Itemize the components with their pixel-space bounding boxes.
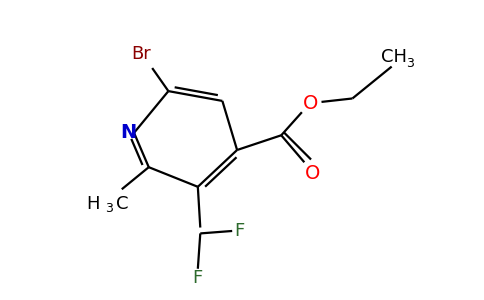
Text: 3: 3: [105, 202, 112, 215]
Text: H: H: [86, 195, 100, 213]
Text: Br: Br: [132, 45, 151, 63]
Text: 3: 3: [407, 57, 414, 70]
Text: O: O: [304, 164, 320, 183]
Text: CH: CH: [381, 48, 407, 66]
Text: N: N: [120, 123, 136, 142]
Text: F: F: [193, 268, 203, 286]
Text: O: O: [303, 94, 318, 113]
Text: F: F: [234, 222, 245, 240]
Text: C: C: [116, 195, 128, 213]
